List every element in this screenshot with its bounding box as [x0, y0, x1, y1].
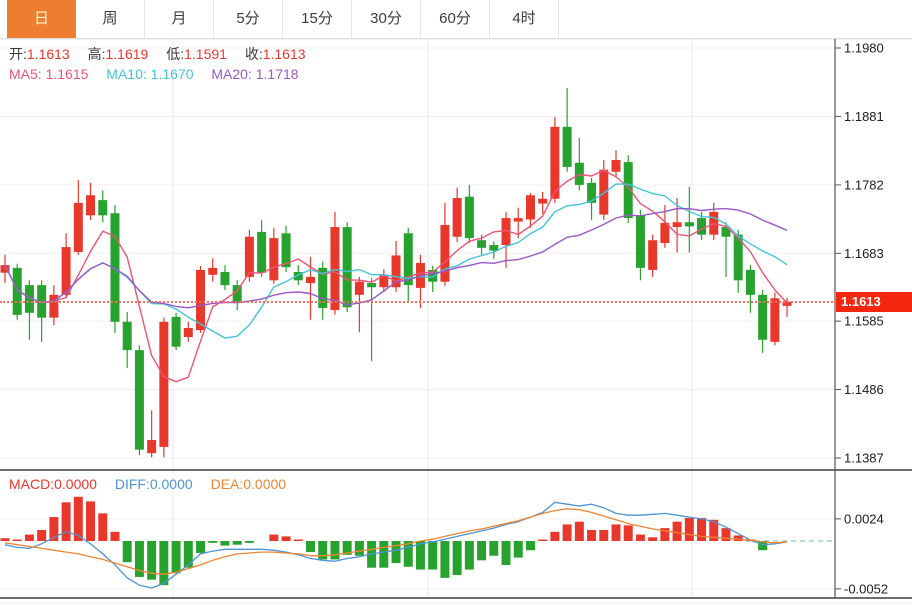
tab-60min[interactable]: 60分: [421, 0, 490, 38]
ma10-label: MA10:: [106, 66, 147, 82]
svg-text:1.1782: 1.1782: [844, 177, 884, 192]
svg-text:1.1585: 1.1585: [844, 314, 884, 329]
low-value: 1.1591: [184, 46, 227, 62]
svg-text:1.1683: 1.1683: [844, 246, 884, 261]
ma-legend: MA5: 1.1615 MA10: 1.1670 MA20: 1.1718: [9, 66, 313, 82]
close-value: 1.1613: [262, 46, 306, 62]
tab-label: 5分: [236, 10, 260, 27]
svg-text:1.1486: 1.1486: [844, 382, 884, 397]
dea-value: 0.0000: [243, 476, 287, 492]
diff-value: 0.0000: [149, 476, 193, 492]
diff-label: DIFF:: [114, 476, 150, 492]
ma10-value: 1.1670: [150, 66, 194, 82]
ma5-label: MA5:: [9, 66, 42, 82]
dea-label: DEA:: [210, 476, 244, 492]
macd-legend: MACD:0.0000 DIFF:0.0000 DEA:0.0000: [9, 476, 300, 492]
high-value: 1.1619: [105, 46, 149, 62]
ohlc-legend: 开:1.1613 高:1.1619 低:1.1591 收:1.1613: [9, 44, 320, 64]
open-value: 1.1613: [26, 46, 70, 62]
svg-text:0.0024: 0.0024: [844, 511, 884, 526]
tab-label: 60分: [439, 10, 471, 27]
tab-week[interactable]: 周: [76, 0, 145, 38]
high-label: 高:: [87, 46, 106, 62]
tab-month[interactable]: 月: [145, 0, 214, 38]
macd-value: 0.0000: [54, 476, 97, 492]
tab-4hour[interactable]: 4时: [490, 0, 559, 38]
period-tabbar: 日 周 月 5分 15分 30分 60分 4时: [0, 0, 912, 39]
close-label: 收:: [244, 46, 263, 62]
tab-label: 月: [171, 10, 187, 27]
svg-text:1.1980: 1.1980: [844, 41, 884, 56]
tab-15min[interactable]: 15分: [283, 0, 352, 38]
tab-30min[interactable]: 30分: [352, 0, 421, 38]
svg-text:1.1387: 1.1387: [844, 451, 884, 466]
tab-label: 15分: [301, 10, 333, 27]
svg-text:-0.0052: -0.0052: [844, 581, 888, 596]
ma5-value: 1.1615: [45, 66, 89, 82]
tab-label: 30分: [370, 10, 402, 27]
open-label: 开:: [9, 46, 27, 62]
tab-5min[interactable]: 5分: [214, 0, 283, 38]
current-price-line: [0, 300, 836, 303]
current-price-tag: 1.1613: [836, 291, 912, 312]
tab-label: 周: [102, 10, 118, 27]
tab-day[interactable]: 日: [7, 0, 76, 38]
low-label: 低:: [166, 46, 185, 62]
tab-label: 4时: [512, 10, 536, 27]
ma20-label: MA20:: [211, 66, 252, 82]
tab-label: 日: [33, 10, 49, 27]
svg-text:1.1881: 1.1881: [844, 109, 884, 124]
macd-label: MACD:: [9, 476, 55, 492]
ma20-value: 1.1718: [255, 66, 299, 82]
